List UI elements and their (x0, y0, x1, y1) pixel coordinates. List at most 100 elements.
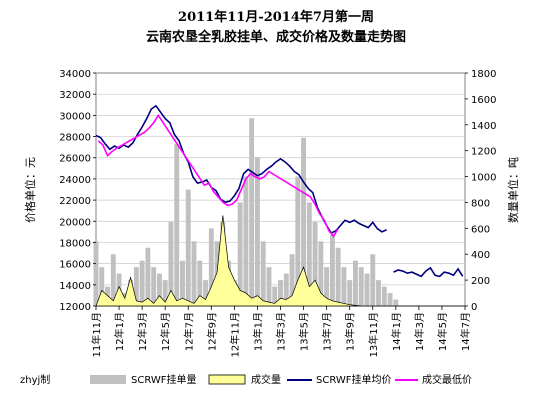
listing-qty-bar (185, 189, 191, 306)
x-tick-label: 13年7月 (321, 312, 334, 351)
x-tick-label: 14年7月 (459, 312, 472, 351)
listing-qty-bar (364, 273, 370, 306)
listing-qty-bar (191, 241, 197, 306)
x-tick-label: 12年7月 (182, 312, 195, 351)
listing-qty-bar (347, 280, 353, 306)
listing-qty-bar (318, 241, 324, 306)
right-tick-label: 1400 (471, 121, 496, 132)
listing-qty-bar (266, 267, 272, 306)
left-axis-ticks: 34000 32000 30000 28000 26000 24000 22000 20000… (59, 69, 96, 313)
listing-qty-bar (358, 267, 364, 306)
listing-qty-bar (174, 144, 180, 306)
listing-qty-bar (237, 202, 243, 306)
left-tick-label: 30000 (59, 111, 91, 122)
listing-qty-bar (370, 254, 376, 306)
listing-qty-bar (272, 286, 278, 306)
x-tick-label: 14年1月 (390, 312, 403, 351)
listing-qty-bar (329, 234, 335, 306)
listing-qty-bar (110, 254, 116, 306)
listing-qty-bar (295, 176, 301, 306)
listing-avg-line-2014 (393, 266, 464, 278)
chart-title: 2011年11月-2014年7月第一周 (178, 9, 374, 25)
listing-qty-bar (139, 260, 145, 306)
legend-label-deal-qty: 成交量 (251, 373, 281, 386)
x-tick-label: 12年9月 (205, 312, 218, 351)
chart-subtitle: 云南农垦全乳胶挂单、成交价格及数量走势图 (146, 29, 406, 45)
right-tick-label: 1600 (471, 95, 496, 106)
legend-swatch-deal-qty (208, 374, 246, 385)
listing-qty-bar (278, 280, 283, 306)
x-tick-label: 14年3月 (413, 312, 426, 351)
right-axis-label: 数量单位：吨 (506, 157, 520, 223)
x-tick-label: 13年5月 (298, 312, 311, 351)
listing-qty-bar (254, 157, 260, 306)
listing-qty-bar (335, 247, 341, 306)
price-lines (95, 104, 464, 278)
listing-qty-bar (180, 260, 185, 306)
listing-qty-bar (93, 241, 99, 306)
listing-qty-bar (145, 247, 151, 306)
left-tick-label: 18000 (59, 238, 91, 249)
legend-swatch-listing-qty (90, 375, 126, 384)
right-tick-label: 400 (471, 250, 490, 261)
listing-qty-bar (393, 299, 399, 306)
listing-qty-bar (156, 273, 162, 306)
right-tick-label: 800 (471, 198, 490, 209)
listing-qty-bar (197, 260, 203, 306)
legend: zhyj制 SCRWF挂单量 成交量 SCRWF挂单均价 成交最低价 (20, 373, 472, 386)
listing-qty-bar (324, 267, 330, 306)
right-tick-label: 1800 (471, 69, 496, 80)
left-tick-label: 12000 (59, 302, 91, 313)
listing-qty-bar (306, 202, 312, 306)
legend-label-listing-qty: SCRWF挂单量 (131, 373, 197, 386)
author-credit: zhyj制 (20, 373, 50, 386)
listing-qty-bar (249, 118, 255, 306)
listing-qty-bar (151, 267, 157, 306)
x-tick-label: 12年11月 (228, 312, 241, 357)
listing-qty-bar (260, 241, 266, 306)
listing-avg-line (95, 104, 387, 234)
right-tick-label: 1200 (471, 147, 496, 158)
x-tick-label: 13年9月 (344, 312, 357, 351)
listing-qty-bar (133, 267, 139, 306)
deal-qty-area (95, 215, 465, 307)
deal-qty-area-path (95, 215, 465, 307)
listing-qty-bar (283, 273, 289, 306)
left-tick-label: 20000 (59, 217, 91, 228)
listing-qty-bar (381, 286, 387, 306)
x-axis-ticks: 11年11月 12年1月 12年3月 12年5月 12年7月 12年9月 12年11月 13年… (90, 306, 472, 357)
listing-qty-bar (168, 221, 174, 306)
x-tick-label: 11年11月 (90, 312, 103, 357)
right-tick-label: 600 (471, 224, 490, 235)
listing-qty-bar (99, 267, 105, 306)
listing-qty-bar (243, 176, 249, 306)
listing-qty-bar (376, 280, 381, 306)
left-tick-label: 26000 (59, 154, 91, 165)
listing-qty-bar (387, 293, 393, 306)
x-tick-label: 14年5月 (436, 312, 449, 351)
left-tick-label: 28000 (59, 133, 91, 144)
left-tick-label: 24000 (59, 175, 91, 186)
right-axis-ticks: 1800 1600 1400 1200 1000 800 600 400 200 0 (465, 69, 496, 313)
x-tick-label: 13年3月 (275, 312, 288, 351)
plot-area (95, 72, 466, 307)
listing-qty-bar (289, 254, 295, 306)
listing-qty-bar (341, 267, 347, 306)
right-tick-label: 1000 (471, 173, 496, 184)
deal-low-line (97, 113, 339, 238)
x-tick-label: 12年5月 (159, 312, 172, 351)
listing-qty-bar (312, 221, 318, 306)
left-tick-label: 34000 (59, 69, 91, 80)
x-tick-label: 13年11月 (367, 312, 380, 357)
legend-label-deal-low: 成交最低价 (422, 373, 472, 386)
left-tick-label: 16000 (59, 260, 91, 271)
listing-qty-bar (353, 260, 358, 306)
left-tick-label: 22000 (59, 196, 91, 207)
listing-qty-bar (203, 280, 208, 306)
listing-qty-bar (208, 228, 214, 306)
right-tick-label: 200 (471, 276, 490, 287)
x-tick-label: 12年1月 (113, 312, 126, 351)
listing-qty-bar (301, 137, 307, 306)
left-axis-label: 价格单位：元 (23, 157, 37, 223)
